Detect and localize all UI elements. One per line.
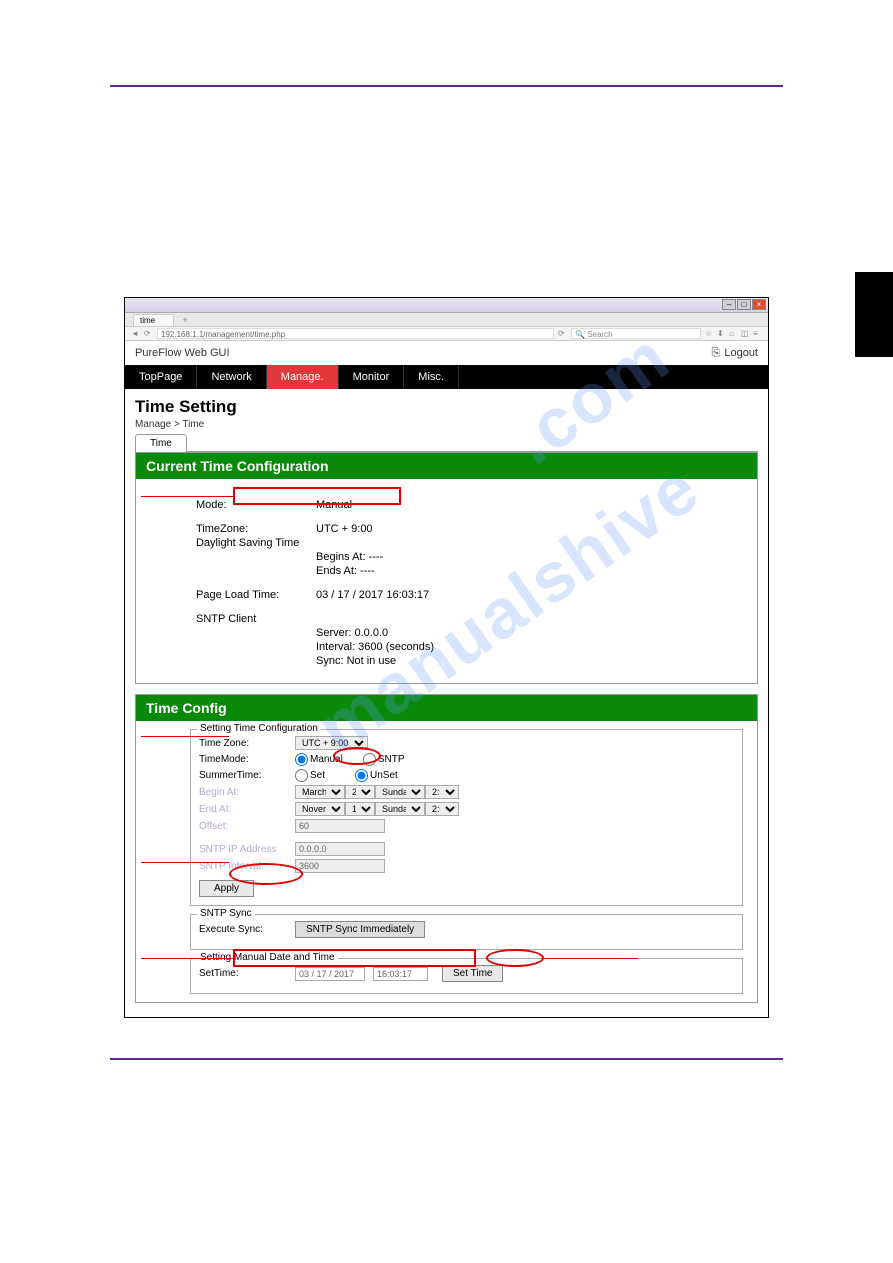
end-day[interactable]: Sunday	[375, 802, 425, 816]
reload-icon[interactable]: ⟳	[144, 329, 153, 338]
cfg-begin-label: Begin At:	[199, 787, 295, 798]
settime-button[interactable]: Set Time	[442, 965, 503, 982]
maximize-button[interactable]: □	[737, 299, 751, 310]
current-config-header: Current Time Configuration	[136, 453, 757, 479]
main-menu: TopPage Network Manage. Monitor Misc.	[125, 365, 768, 389]
fieldset-sntp-sync: SNTP Sync Execute Sync:SNTP Sync Immedia…	[190, 914, 743, 950]
top-horizontal-rule	[110, 85, 783, 87]
browser-urlbar: ◄ ⟳ 192.168.1.1/management/time.php ⟳ 🔍 …	[125, 327, 768, 341]
feed-icon[interactable]: ◫	[741, 329, 750, 338]
radio-set[interactable]	[295, 769, 308, 782]
cfg-mode-label: TimeMode:	[199, 754, 295, 765]
menu-misc[interactable]: Misc.	[404, 365, 459, 389]
cfg-tz-label: Time Zone:	[199, 738, 295, 749]
breadcrumb: Manage > Time	[135, 419, 758, 430]
new-tab-button[interactable]: +	[180, 315, 190, 325]
search-field[interactable]: 🔍 Search	[571, 328, 701, 339]
begin-month[interactable]: March	[295, 785, 345, 799]
cfg-tz-select[interactable]: UTC + 9:00	[295, 736, 368, 750]
end-hour[interactable]: 2:00	[425, 802, 459, 816]
bottom-horizontal-rule	[110, 1058, 783, 1060]
fs2-legend: SNTP Sync	[197, 908, 255, 919]
settime-label: SetTime:	[199, 968, 295, 979]
fieldset-time-config: Setting Time Configuration Time Zone:UTC…	[190, 729, 743, 906]
home-icon[interactable]: ⌂	[729, 329, 738, 338]
menu-toppage[interactable]: TopPage	[125, 365, 197, 389]
apply-button[interactable]: Apply	[199, 880, 254, 897]
logout-link[interactable]: ⎘ Logout	[712, 347, 758, 360]
bookmark-icon[interactable]: ☆	[705, 329, 714, 338]
menu-network[interactable]: Network	[197, 365, 266, 389]
browser-tabbar: time +	[125, 313, 768, 327]
refresh-icon[interactable]: ⟳	[558, 329, 567, 338]
sntp-sync-button[interactable]: SNTP Sync Immediately	[295, 921, 425, 938]
url-field[interactable]: 192.168.1.1/management/time.php	[157, 328, 554, 339]
begins-at: Begins At: ----	[316, 551, 743, 563]
offset-input[interactable]	[295, 819, 385, 833]
sntp-int-input[interactable]	[295, 859, 385, 873]
settime-time-input[interactable]	[373, 967, 428, 981]
fs1-legend: Setting Time Configuration	[197, 723, 321, 734]
radio-unset[interactable]	[355, 769, 368, 782]
app-title: PureFlow Web GUI	[135, 347, 230, 359]
begin-day[interactable]: Sunday	[375, 785, 425, 799]
end-month[interactable]: November	[295, 802, 345, 816]
time-config-header: Time Config	[136, 695, 757, 721]
page-title: Time Setting	[135, 397, 758, 417]
browser-tab[interactable]: time	[133, 314, 174, 326]
app-header: PureFlow Web GUI ⎘ Logout	[125, 341, 768, 365]
cfg-end-label: End At:	[199, 804, 295, 815]
sntp-server: Server: 0.0.0.0	[316, 627, 743, 639]
cfg-sntp-ip-label: SNTP IP Address	[199, 844, 295, 855]
side-black-tab	[855, 272, 893, 357]
fieldset-manual-time: Setting Manual Date and Time SetTime: Se…	[190, 958, 743, 994]
page-content: Time Setting Manage > Time Time Current …	[125, 389, 768, 1017]
dst-label: Daylight Saving Time	[196, 537, 316, 549]
subtab-bar: Time	[135, 434, 758, 452]
ends-at: Ends At: ----	[316, 565, 743, 577]
sntp-interval: Interval: 3600 (seconds)	[316, 641, 743, 653]
timezone-label: TimeZone:	[196, 523, 316, 535]
load-time-value: 03 / 17 / 2017 16:03:17	[316, 589, 743, 601]
mode-value: Manual	[316, 499, 743, 511]
screenshot-frame: – □ × time + ◄ ⟳ 192.168.1.1/management/…	[124, 297, 769, 1018]
time-config-panel: Time Config Setting Time Configuration T…	[135, 694, 758, 1003]
sntp-ip-input[interactable]	[295, 842, 385, 856]
download-icon[interactable]: ⬇	[717, 329, 726, 338]
begin-hour[interactable]: 2:00	[425, 785, 459, 799]
cfg-offset-label: Offset:	[199, 821, 295, 832]
menu-icon[interactable]: ≡	[753, 329, 762, 338]
minimize-button[interactable]: –	[722, 299, 736, 310]
tab-title: time	[140, 316, 155, 325]
back-icon[interactable]: ◄	[131, 329, 140, 338]
cfg-summer-label: SummerTime:	[199, 770, 295, 781]
settime-date-input[interactable]	[295, 967, 365, 981]
radio-sntp[interactable]	[363, 753, 376, 766]
logout-icon: ⎘	[712, 347, 721, 360]
exec-sync-label: Execute Sync:	[199, 924, 295, 935]
mode-label: Mode:	[196, 499, 316, 511]
timezone-value: UTC + 9:00	[316, 523, 743, 535]
menu-manage[interactable]: Manage.	[267, 365, 339, 389]
end-week[interactable]: 1st	[345, 802, 375, 816]
current-config-panel: Current Time Configuration Mode:Manual T…	[135, 452, 758, 684]
load-time-label: Page Load Time:	[196, 589, 316, 601]
window-titlebar: – □ ×	[125, 298, 768, 313]
radio-manual[interactable]	[295, 753, 308, 766]
fs3-legend: Setting Manual Date and Time	[197, 952, 338, 963]
sntp-client-label: SNTP Client	[196, 613, 316, 625]
close-button[interactable]: ×	[752, 299, 766, 310]
subtab-time[interactable]: Time	[135, 434, 187, 452]
cfg-sntp-int-label: SNTP Interval:	[199, 861, 295, 872]
menu-monitor[interactable]: Monitor	[339, 365, 405, 389]
begin-week[interactable]: 2nd	[345, 785, 375, 799]
sntp-sync: Sync: Not in use	[316, 655, 743, 667]
